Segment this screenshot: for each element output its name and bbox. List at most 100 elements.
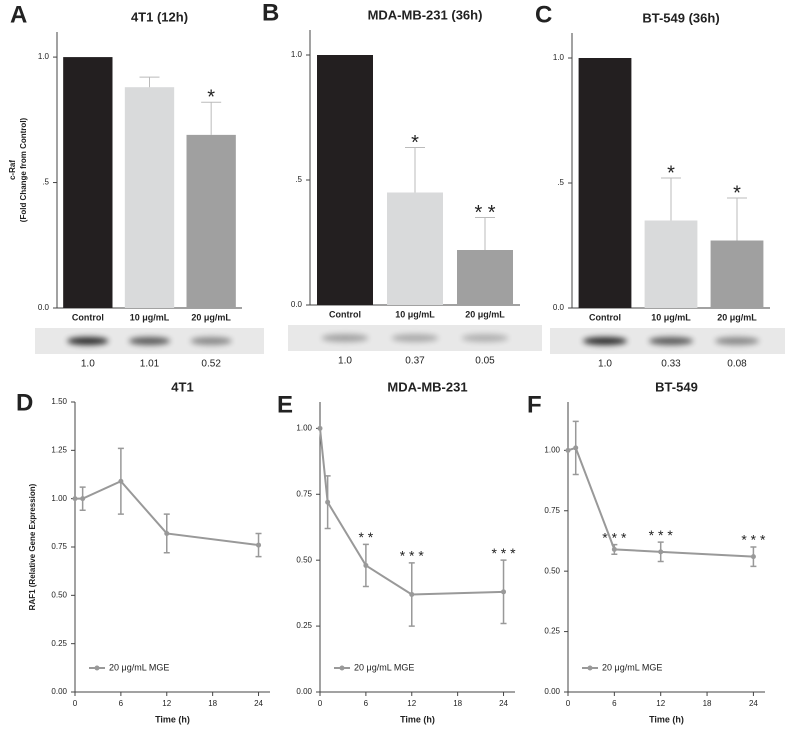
y-tick-label: 1.00	[51, 494, 67, 503]
significance: * *	[358, 529, 373, 545]
legend-label: 20 μg/mL MGE	[354, 662, 414, 672]
error-bar	[139, 76, 160, 88]
bar	[387, 192, 443, 305]
y-tick-label: 1.00	[296, 423, 312, 432]
x-tick-label: 24	[499, 699, 508, 708]
y-tick-label: 1.50	[51, 397, 67, 406]
blot-band	[321, 334, 369, 342]
y-tick-label: .5	[295, 175, 302, 184]
y-tick-label: 0.75	[296, 489, 312, 498]
y-tick-label: 1.0	[38, 52, 50, 61]
x-axis-label: Time (h)	[649, 714, 684, 724]
blot-value: 1.0	[81, 359, 95, 370]
x-tick-label: 20 μg/mL	[717, 312, 757, 322]
data-point	[317, 425, 323, 431]
data-point	[164, 530, 170, 536]
y-tick-label: 0.50	[51, 590, 67, 599]
chart-title: MDA-MB-231	[387, 379, 467, 394]
blot-value: 0.08	[727, 359, 747, 370]
y-tick-label: 0.50	[544, 566, 560, 575]
blot-band	[714, 337, 760, 345]
x-tick-label: 0	[566, 699, 571, 708]
x-tick-label: 18	[208, 699, 217, 708]
error-bar	[201, 101, 222, 135]
blot-band	[128, 337, 171, 345]
data-point	[573, 445, 579, 451]
data-point	[565, 447, 571, 453]
significance: * * *	[400, 548, 425, 564]
significance: *	[667, 162, 675, 184]
y-tick-label: 0.75	[51, 542, 67, 551]
chart-title: MDA-MB-231 (36h)	[368, 7, 483, 22]
panel-letter: E	[277, 391, 293, 418]
significance: * * *	[649, 527, 674, 543]
x-tick-label: 6	[119, 699, 124, 708]
x-tick-label: Control	[329, 309, 361, 319]
y-axis-label: RAF1 (Relative Gene Expression)	[28, 483, 37, 610]
x-tick-label: 12	[656, 699, 665, 708]
x-tick-label: 12	[162, 699, 171, 708]
chart-title: BT-549	[655, 379, 698, 394]
bar	[317, 55, 373, 305]
data-point	[325, 499, 331, 505]
bar	[644, 220, 698, 308]
significance: * * *	[741, 532, 766, 548]
x-tick-label: 20 μg/mL	[465, 309, 505, 319]
x-tick-label: 20 μg/mL	[191, 312, 231, 322]
legend-label: 20 μg/mL MGE	[109, 662, 169, 672]
data-point	[80, 496, 86, 502]
y-tick-label: 0.50	[296, 555, 312, 564]
significance: *	[411, 132, 419, 154]
y-tick-label: 0.0	[38, 303, 50, 312]
x-tick-label: 24	[749, 699, 758, 708]
y-tick-label: 1.00	[544, 445, 560, 454]
x-tick-label: 10 μg/mL	[130, 312, 170, 322]
chart-title: BT-549 (36h)	[642, 10, 719, 25]
x-tick-label: 6	[612, 699, 617, 708]
significance: * *	[474, 202, 495, 224]
x-tick-label: 10 μg/mL	[395, 309, 435, 319]
bar	[457, 250, 513, 305]
chart-title: 4T1	[171, 379, 193, 394]
chart-title: 4T1 (12h)	[131, 9, 188, 24]
y-tick-label: 1.0	[291, 50, 303, 59]
y-tick-label: 0.25	[51, 639, 67, 648]
y-tick-label: 0.75	[544, 506, 560, 515]
panel-letter: C	[535, 1, 552, 28]
x-tick-label: 12	[407, 699, 416, 708]
y-tick-label: 0.25	[544, 627, 560, 636]
x-tick-label: 18	[453, 699, 462, 708]
y-axis-label: c-Raf	[8, 160, 17, 180]
x-tick-label: 18	[703, 699, 712, 708]
panel-letter: B	[262, 0, 279, 26]
error-bar	[475, 217, 495, 250]
bar	[710, 240, 764, 308]
blot-value: 0.05	[475, 356, 495, 367]
y-tick-label: 0.00	[296, 687, 312, 696]
panel-letter: D	[16, 389, 33, 416]
y-tick-label: 0.00	[544, 687, 560, 696]
error-bar	[727, 197, 747, 241]
data-point	[658, 549, 664, 555]
y-tick-label: 1.0	[553, 53, 565, 62]
data-point	[750, 554, 756, 560]
blot-value: 1.01	[140, 359, 160, 370]
x-tick-label: 0	[318, 699, 323, 708]
x-axis-label: Time (h)	[400, 714, 435, 724]
blot-value: 0.33	[661, 359, 681, 370]
significance: * * *	[491, 545, 516, 561]
blot-value: 1.0	[338, 356, 352, 367]
blot-value: 1.0	[598, 359, 612, 370]
x-tick-label: 24	[254, 699, 263, 708]
x-tick-label: 0	[73, 699, 78, 708]
blot-band	[391, 334, 439, 342]
y-axis-label: (Fold Change from Control)	[19, 117, 28, 222]
data-point	[256, 542, 262, 548]
blot-band	[67, 337, 109, 345]
x-tick-label: 6	[364, 699, 369, 708]
x-tick-label: Control	[589, 312, 621, 322]
blot-value: 0.52	[201, 359, 221, 370]
blot-band	[648, 337, 694, 345]
legend-marker	[94, 665, 100, 671]
